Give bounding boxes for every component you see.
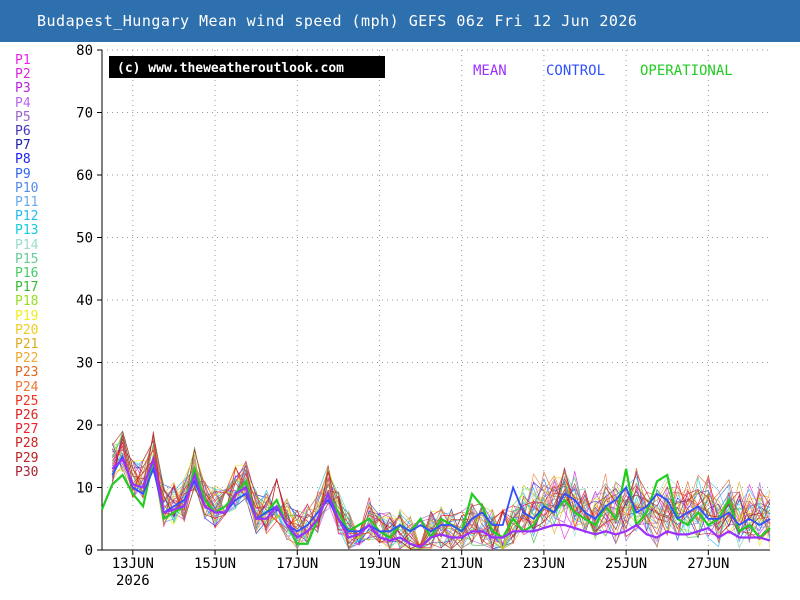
watermark-text: (c) www.theweatheroutlook.com [117,61,344,76]
member-line-p22 [111,442,771,550]
x-tick-label: 21JUN [441,556,483,572]
x-tick-label: 27JUN [687,556,729,572]
member-label-p19: P19 [15,308,39,324]
member-label-p21: P21 [15,337,39,353]
member-label-p14: P14 [15,237,39,253]
chart-title: Budapest_Hungary Mean wind speed (mph) G… [37,12,638,30]
member-label-p16: P16 [15,266,39,282]
member-label-p8: P8 [15,152,31,168]
legend-operational: OPERATIONAL [640,63,733,79]
y-tick-label: 70 [76,106,93,122]
member-label-p6: P6 [15,124,31,140]
member-label-p28: P28 [15,436,39,452]
y-tick-label: 20 [76,418,93,434]
member-label-p10: P10 [15,180,39,196]
member-label-p4: P4 [15,95,31,111]
x-tick-label: 13JUN [112,556,154,572]
member-line-p23 [112,448,771,550]
member-line-p21 [112,437,771,550]
member-label-p13: P13 [15,223,39,239]
x-tick-label: 19JUN [358,556,400,572]
member-label-p27: P27 [15,422,39,438]
y-tick-label: 0 [85,543,93,559]
watermark-box [109,56,385,78]
legend-control: CONTROL [546,63,605,79]
member-line-p11 [112,431,771,550]
member-label-p3: P3 [15,81,31,97]
member-label-p24: P24 [15,379,39,395]
legend-mean: MEAN [473,63,507,79]
x-tick-year-label: 2026 [116,573,150,589]
member-label-p23: P23 [15,365,39,381]
member-label-p25: P25 [15,393,39,409]
member-line-p29 [111,434,771,550]
member-label-p15: P15 [15,251,39,267]
y-tick-label: 80 [76,43,93,59]
y-tick-label: 50 [76,231,93,247]
member-label-p11: P11 [15,195,39,211]
member-label-p20: P20 [15,322,39,338]
member-label-p22: P22 [15,351,39,367]
member-line-p27 [111,441,771,550]
member-label-p26: P26 [15,408,39,424]
member-line-p28 [111,438,771,549]
member-label-p2: P2 [15,67,31,83]
member-label-p17: P17 [15,280,39,296]
member-label-p12: P12 [15,209,39,225]
member-label-p29: P29 [15,450,39,466]
y-tick-label: 10 [76,481,93,497]
member-label-p7: P7 [15,138,31,154]
x-tick-label: 15JUN [194,556,236,572]
x-tick-label: 25JUN [605,556,647,572]
member-label-p1: P1 [15,53,31,68]
member-label-p30: P30 [15,464,39,480]
member-label-p9: P9 [15,166,31,182]
member-label-p18: P18 [15,294,39,310]
ensemble-member-legend: P1 P2 P3 P4 P5 P6 P7 P8 P9 P10 P11 P12 P13 P14 P15 P16 P… [15,53,39,480]
x-tick-label: 23JUN [523,556,565,572]
series-line-mean [111,455,771,549]
y-tick-label: 30 [76,356,93,372]
x-tick-label: 17JUN [276,556,318,572]
member-label-p5: P5 [15,109,31,125]
title-bar: Budapest_Hungary Mean wind speed (mph) G… [0,0,800,42]
member-line-p26 [111,439,771,548]
y-tick-label: 60 [76,168,93,184]
y-tick-label: 40 [76,293,93,309]
